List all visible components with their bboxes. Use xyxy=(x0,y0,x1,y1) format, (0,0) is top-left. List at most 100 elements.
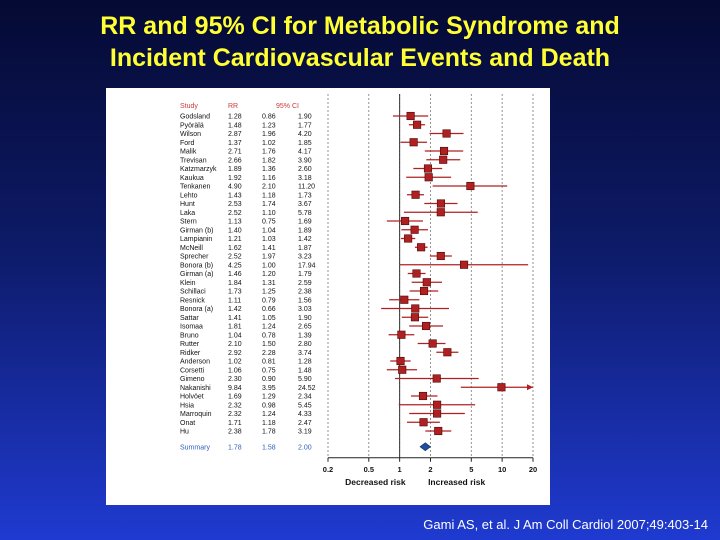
study-ci-high: 11.20 xyxy=(298,184,315,191)
study-rr: 1.89 xyxy=(228,166,242,173)
study-rr: 2.10 xyxy=(228,341,242,348)
study-name: Katzmarzyk xyxy=(180,166,217,173)
study-ci-low: 1.50 xyxy=(262,341,276,348)
study-rr: 1.41 xyxy=(228,315,242,322)
study-rr: 1.43 xyxy=(228,192,242,199)
study-ci-low: 1.02 xyxy=(262,140,276,147)
slide-title: RR and 95% CI for Metabolic Syndrome and… xyxy=(0,10,720,74)
study-ci-high: 3.03 xyxy=(298,306,312,313)
study-ci-low: 3.95 xyxy=(262,385,276,392)
rr-marker xyxy=(418,391,428,401)
rr-marker xyxy=(406,111,415,121)
rr-marker xyxy=(417,243,426,252)
study-ci-low: 1.00 xyxy=(262,262,276,269)
study-ci-low: 0.75 xyxy=(262,219,276,226)
study-ci-low: 1.23 xyxy=(262,122,276,129)
study-ci-high: 2.65 xyxy=(298,324,312,331)
study-ci-high: 4.20 xyxy=(298,131,312,138)
study-rr: 1.69 xyxy=(228,394,242,401)
study-ci-low: 1.96 xyxy=(262,131,276,138)
x-label-increased: Increased risk xyxy=(428,477,485,487)
study-ci-high: 17.94 xyxy=(298,262,316,269)
study-rr: 1.40 xyxy=(228,227,242,234)
study-rr: 1.04 xyxy=(228,332,242,339)
rr-marker xyxy=(434,426,443,436)
rr-marker xyxy=(412,269,421,278)
study-rr: 1.21 xyxy=(228,236,242,243)
study-rr: 1.48 xyxy=(228,122,242,129)
study-ci-high: 5.45 xyxy=(298,402,312,409)
study-ci-high: 2.34 xyxy=(298,394,312,401)
rr-marker xyxy=(439,155,448,164)
study-name: Nakanishi xyxy=(180,385,211,392)
rr-marker xyxy=(423,164,433,173)
forest-plot: 0.2 0.5 1 2 5 10 20 Decreased risk Increased ris… xyxy=(180,94,537,487)
study-rr: 1.11 xyxy=(228,297,241,304)
study-name: Hsia xyxy=(180,402,194,409)
study-ci-low: 1.41 xyxy=(262,245,276,252)
study-ci-high: 1.69 xyxy=(298,219,312,226)
header-ci: 95% CI xyxy=(276,103,299,110)
rr-marker xyxy=(411,190,420,199)
study-rr: 2.66 xyxy=(228,157,242,164)
study-ci-high: 1.90 xyxy=(298,114,312,121)
rr-marker xyxy=(439,146,449,156)
study-name: Wilson xyxy=(180,131,201,138)
study-ci-low: 1.36 xyxy=(262,166,276,173)
study-ci-low: 1.78 xyxy=(262,429,276,436)
study-rr: 4.90 xyxy=(228,184,242,191)
rr-marker xyxy=(419,418,428,427)
summary-rr: 1.78 xyxy=(228,444,242,451)
rr-marker xyxy=(460,260,469,269)
study-name: Anderson xyxy=(180,359,210,366)
study-ci-low: 1.20 xyxy=(262,271,276,278)
rr-marker xyxy=(411,304,420,313)
study-name: Girman (a) xyxy=(180,271,213,278)
study-name: Lampianin xyxy=(180,236,212,243)
summary-ci-low: 1.58 xyxy=(262,444,276,451)
study-rr: 4.25 xyxy=(228,262,242,269)
study-ci-low: 0.66 xyxy=(262,306,276,313)
study-name: Kaukua xyxy=(180,175,204,182)
study-name: Ford xyxy=(180,140,195,147)
study-ci-low: 1.76 xyxy=(262,149,276,156)
rr-marker xyxy=(397,330,406,339)
study-rr: 1.37 xyxy=(228,140,242,147)
study-name: Stern xyxy=(180,219,197,226)
study-rr: 2.32 xyxy=(228,402,242,409)
study-rr: 1.02 xyxy=(228,359,242,366)
summary-label: Summary xyxy=(180,444,210,451)
study-rr: 2.30 xyxy=(228,376,242,383)
rr-marker xyxy=(409,138,418,147)
study-ci-low: 1.97 xyxy=(262,254,276,261)
study-ci-high: 1.77 xyxy=(298,122,312,129)
x-tick-label: 2 xyxy=(428,465,432,474)
study-ci-high: 2.38 xyxy=(298,289,312,296)
study-rr: 9.84 xyxy=(228,385,242,392)
study-ci-high: 1.42 xyxy=(298,236,312,243)
study-ci-low: 0.75 xyxy=(262,367,276,374)
rr-marker xyxy=(400,295,409,304)
rr-marker xyxy=(422,321,431,331)
study-rr: 1.06 xyxy=(228,367,242,374)
study-name: Malik xyxy=(180,149,197,156)
study-ci-low: 1.24 xyxy=(262,411,276,418)
study-ci-high: 2.59 xyxy=(298,280,312,287)
study-ci-high: 1.79 xyxy=(298,271,312,278)
rr-marker xyxy=(433,400,442,409)
study-rr: 2.92 xyxy=(228,350,242,357)
study-rr: 1.46 xyxy=(228,271,242,278)
study-ci-high: 3.18 xyxy=(298,175,312,182)
study-rr: 2.32 xyxy=(228,411,242,418)
study-ci-high: 1.48 xyxy=(298,367,312,374)
study-ci-low: 0.90 xyxy=(262,376,276,383)
study-rr: 1.28 xyxy=(228,114,242,121)
study-rr: 2.38 xyxy=(228,429,242,436)
study-rr: 1.62 xyxy=(228,245,242,252)
study-rr: 2.87 xyxy=(228,131,242,138)
rr-marker xyxy=(401,216,410,226)
study-rr: 2.71 xyxy=(228,149,242,156)
x-tick-label: 10 xyxy=(498,465,506,474)
study-ci-high: 5.78 xyxy=(298,210,312,217)
study-ci-low: 1.18 xyxy=(262,192,276,199)
